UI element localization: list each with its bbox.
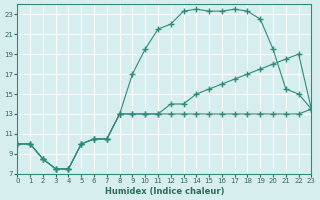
X-axis label: Humidex (Indice chaleur): Humidex (Indice chaleur)	[105, 187, 224, 196]
